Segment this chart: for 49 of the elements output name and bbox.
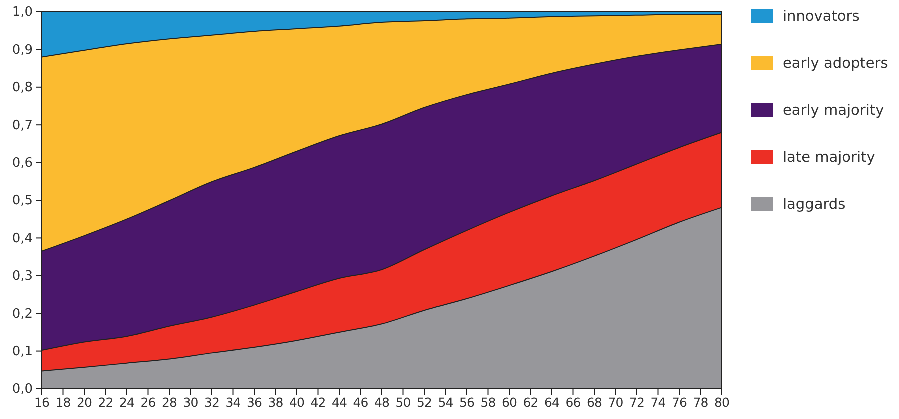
x-tick-label: 68	[587, 394, 602, 410]
x-tick-label: 26	[140, 394, 156, 410]
x-tick-label: 62	[523, 394, 538, 410]
x-tick-label: 78	[693, 394, 709, 410]
y-tick-label: 0,9	[12, 42, 33, 58]
x-tick-label: 38	[268, 394, 284, 410]
legend-label: early majority	[783, 103, 885, 119]
x-tick-label: 44	[332, 394, 348, 410]
y-tick-label: 1,0	[12, 5, 33, 20]
x-tick-label: 42	[310, 394, 326, 410]
x-tick-label: 36	[247, 394, 262, 410]
y-tick-label: 0,4	[12, 231, 33, 246]
y-tick-label: 0,8	[12, 80, 33, 96]
x-tick-label: 40	[290, 394, 305, 410]
x-tick-label: 34	[226, 394, 242, 410]
x-tick-label: 76	[672, 394, 688, 410]
x-tick-label: 52	[417, 394, 432, 410]
x-tick-label: 24	[120, 394, 135, 410]
legend-label: laggards	[783, 197, 846, 213]
x-tick-label: 80	[714, 394, 730, 410]
y-tick-label: 0,0	[12, 382, 33, 398]
legend-label: early adopters	[783, 56, 888, 72]
y-tick-label: 0,2	[12, 306, 33, 322]
x-tick-label: 60	[502, 394, 518, 410]
x-tick-label: 50	[396, 394, 412, 410]
y-tick-label: 0,7	[12, 118, 33, 134]
x-tick-label: 54	[438, 394, 454, 410]
x-tick-label: 30	[183, 394, 199, 410]
x-tick-label: 18	[56, 394, 72, 410]
x-tick-label: 22	[98, 394, 114, 410]
x-tick-label: 70	[608, 394, 624, 410]
x-tick-label: 46	[353, 394, 369, 410]
x-tick-label: 74	[650, 394, 666, 410]
x-tick-label: 32	[204, 394, 220, 410]
x-tick-label: 48	[374, 394, 390, 410]
y-tick-label: 0,1	[12, 344, 33, 360]
x-tick-label: 16	[34, 394, 50, 410]
y-tick-label: 0,6	[12, 156, 33, 171]
legend-label: innovators	[783, 9, 860, 25]
y-tick-label: 0,5	[12, 194, 33, 209]
x-tick-label: 58	[480, 394, 496, 410]
x-tick-label: 20	[77, 394, 92, 410]
y-tick-label: 0,3	[12, 269, 33, 284]
legend-label: late majority	[783, 150, 876, 166]
x-tick-label: 28	[162, 394, 178, 410]
x-tick-label: 56	[460, 394, 475, 410]
x-tick-label: 66	[566, 394, 582, 410]
x-tick-label: 64	[544, 394, 560, 410]
x-tick-label: 72	[630, 394, 644, 410]
